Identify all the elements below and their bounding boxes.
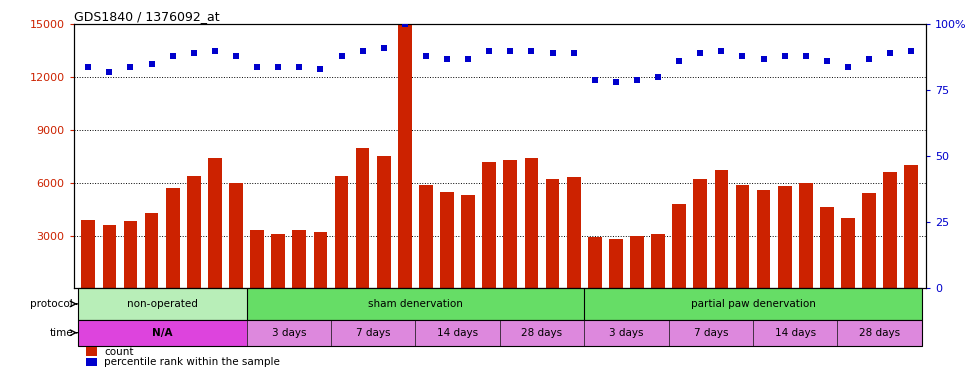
Text: non-operated: non-operated [126,299,198,309]
Bar [753,320,838,346]
Bar [229,183,243,288]
Text: sham denervation: sham denervation [368,299,463,309]
Bar [500,320,584,346]
Bar [77,288,247,320]
Bar [271,234,285,288]
Text: 14 days: 14 days [775,328,815,338]
Bar [314,232,327,288]
Bar [145,213,159,288]
Bar [419,184,433,288]
Bar [566,177,580,288]
Bar [905,165,918,288]
Bar [247,288,584,320]
Bar [799,183,812,288]
Text: 14 days: 14 days [437,328,478,338]
Bar [416,320,500,346]
Bar [86,347,97,355]
Text: 7 days: 7 days [694,328,728,338]
Bar [247,320,331,346]
Text: 7 days: 7 days [356,328,390,338]
Bar [630,236,644,288]
Bar [166,188,179,288]
Text: 28 days: 28 days [521,328,563,338]
Bar [672,204,686,288]
Bar [588,237,602,288]
Bar [356,147,369,288]
Bar [609,239,622,288]
Text: protocol: protocol [30,299,73,309]
Text: time: time [49,328,73,338]
Text: 28 days: 28 days [859,328,901,338]
Bar [584,320,668,346]
Bar [250,230,264,288]
Text: count: count [104,347,133,357]
Bar [841,218,855,288]
Text: percentile rank within the sample: percentile rank within the sample [104,357,280,367]
Bar [838,320,922,346]
Bar [504,160,517,288]
Bar [377,156,391,288]
Text: GDS1840 / 1376092_at: GDS1840 / 1376092_at [74,10,220,23]
Bar [77,320,247,346]
Bar [398,24,412,288]
Bar [584,288,922,320]
Bar [757,190,770,288]
Bar [524,158,538,288]
Bar [187,176,201,288]
Bar [736,184,750,288]
Bar [546,179,560,288]
Bar [482,162,496,288]
Bar [208,158,221,288]
Bar [81,220,95,288]
Bar [883,172,897,288]
Bar [103,225,117,288]
Bar [652,234,665,288]
Bar [668,320,753,346]
Text: 3 days: 3 days [610,328,644,338]
Bar [694,179,708,288]
Bar [862,193,876,288]
Bar [440,192,454,288]
Bar [714,170,728,288]
Text: partial paw denervation: partial paw denervation [691,299,815,309]
Bar [778,186,792,288]
Bar [123,220,137,288]
Text: N/A: N/A [152,328,172,338]
Bar [334,176,348,288]
Bar [462,195,475,288]
Bar [820,207,834,288]
Bar [86,358,97,366]
Bar [331,320,416,346]
Bar [292,230,306,288]
Text: 3 days: 3 days [271,328,306,338]
